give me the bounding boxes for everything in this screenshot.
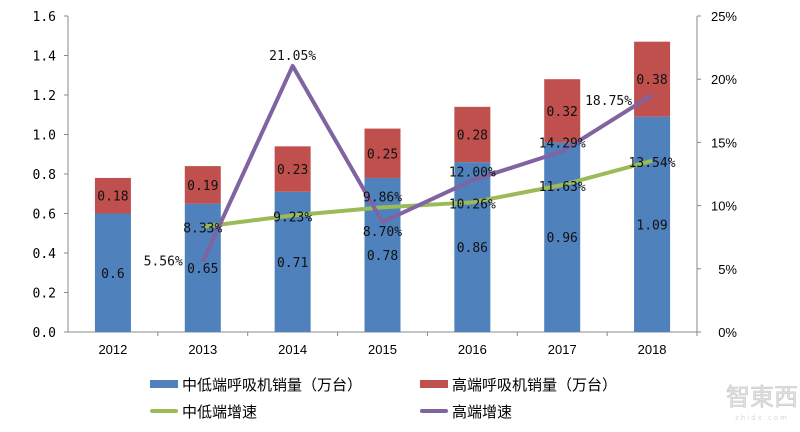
line-data-label: 10.26% <box>449 197 496 212</box>
bar-data-label: 0.18 <box>97 190 128 205</box>
y2-tick-label: 5% <box>718 262 737 277</box>
watermark-sub: zhidx.com <box>735 414 789 422</box>
y2-tick-label: 25% <box>711 9 737 24</box>
x-tick-label: 2012 <box>98 342 127 357</box>
x-tick-label: 2017 <box>548 342 577 357</box>
bar-data-label: 1.09 <box>636 218 667 233</box>
bar-mid-low <box>94 213 131 332</box>
bar-high <box>94 177 131 214</box>
y-tick-label: 1.2 <box>33 89 56 104</box>
bar-data-label: 0.96 <box>547 231 578 246</box>
legend-label: 高端增速 <box>452 403 512 421</box>
line-data-label: 12.00% <box>449 165 496 180</box>
bar-data-label: 0.65 <box>187 262 218 277</box>
bar-data-label: 0.25 <box>367 147 398 162</box>
x-tick-label: 2015 <box>368 342 397 357</box>
y-tick-label: 1.6 <box>33 10 56 25</box>
line-data-label: 18.75% <box>585 94 632 109</box>
bar-data-label: 0.32 <box>547 105 578 120</box>
x-tick-label: 2018 <box>638 342 667 357</box>
y-tick-label: 1.4 <box>33 50 57 65</box>
bar-mid-low <box>544 142 581 332</box>
y2-tick-label: 10% <box>711 199 737 214</box>
legend-swatch <box>150 409 178 413</box>
line-data-label: 11.63% <box>539 180 586 195</box>
legend-swatch <box>420 380 448 388</box>
watermark-logo: 智東西 <box>726 383 798 411</box>
x-tick-label: 2014 <box>278 342 307 357</box>
line-data-label: 5.56% <box>144 255 183 270</box>
bar-data-label: 0.28 <box>457 129 488 144</box>
y-tick-label: 0.8 <box>33 168 56 183</box>
y2-tick-label: 0% <box>718 325 737 340</box>
line-mid-low-growth <box>202 158 653 229</box>
line-data-label: 8.70% <box>363 225 402 240</box>
bar-high <box>274 146 311 192</box>
y-tick-label: 0.0 <box>33 326 56 341</box>
bar-high <box>184 166 221 204</box>
legend-label: 中低端呼吸机销量（万台） <box>182 376 362 394</box>
bar-data-label: 0.86 <box>457 241 488 256</box>
y2-tick-label: 15% <box>711 135 737 150</box>
y2-tick-label: 20% <box>711 72 737 87</box>
bar-data-label: 0.78 <box>367 249 398 264</box>
line-data-label: 21.05% <box>269 49 316 64</box>
line-data-label: 8.33% <box>183 222 222 237</box>
bar-data-label: 0.71 <box>277 256 308 271</box>
bar-mid-low <box>634 116 671 332</box>
line-data-label: 9.86% <box>363 190 402 205</box>
legend-swatch <box>150 380 178 388</box>
x-tick-label: 2013 <box>188 342 217 357</box>
bar-high <box>544 79 581 143</box>
y-tick-label: 1.0 <box>33 129 56 144</box>
bar-high <box>454 106 491 163</box>
line-data-label: 9.23% <box>273 210 312 225</box>
legend-swatch <box>420 409 448 413</box>
line-data-label: 14.29% <box>539 136 586 151</box>
bar-data-label: 0.23 <box>277 163 308 178</box>
legend-label: 中低端增速 <box>182 403 257 421</box>
bar-data-label: 0.38 <box>636 73 667 88</box>
legend-label: 高端呼吸机销量（万台） <box>452 376 617 394</box>
line-data-label: 13.54% <box>629 156 676 171</box>
line-high-growth <box>200 63 654 263</box>
bar-data-label: 0.19 <box>187 179 218 194</box>
y-tick-label: 0.2 <box>33 287 56 302</box>
bar-data-label: 0.6 <box>101 267 124 282</box>
x-tick-label: 2016 <box>458 342 487 357</box>
bar-mid-low <box>454 162 491 332</box>
y-tick-label: 0.6 <box>33 208 56 223</box>
y-tick-label: 0.4 <box>33 247 57 262</box>
bar-high <box>364 128 401 178</box>
